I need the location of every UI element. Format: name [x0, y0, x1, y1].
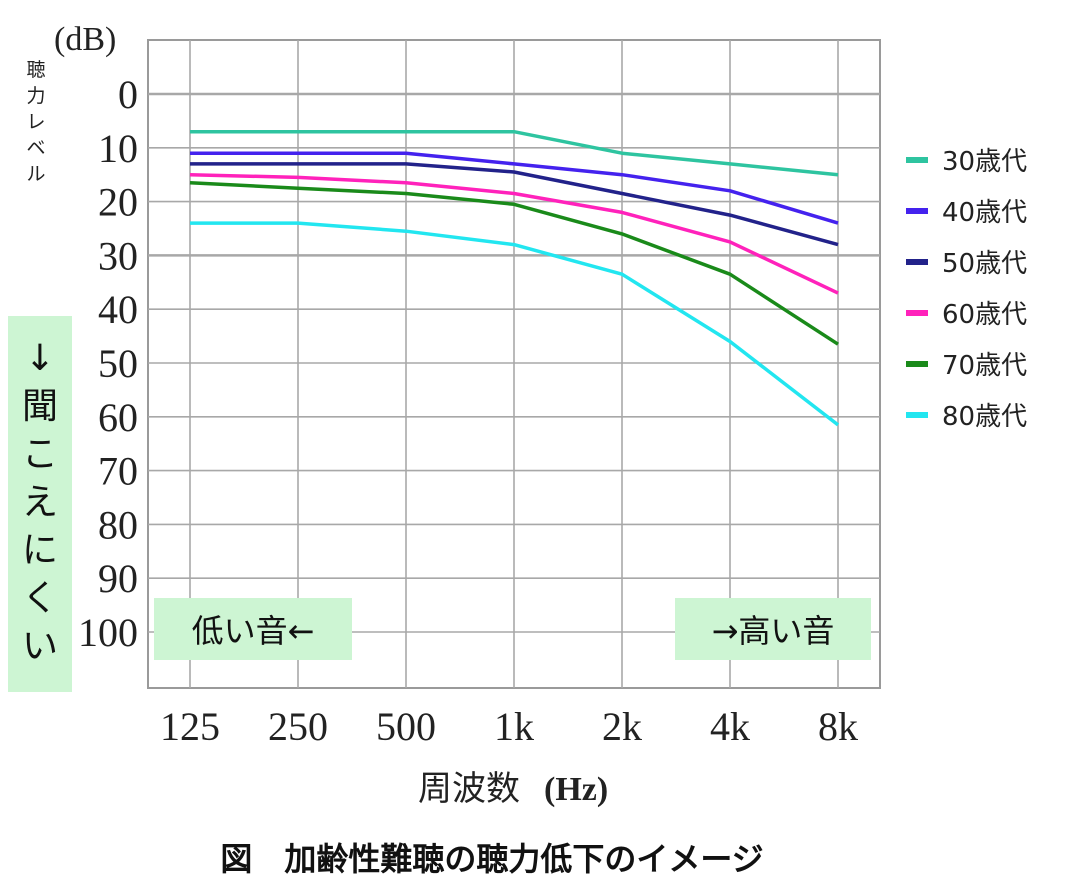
y-tick-label: 0 — [118, 72, 138, 117]
series-line — [190, 151, 839, 225]
side-annotation-char: こ — [22, 434, 58, 475]
series-line — [190, 162, 839, 247]
y-tick-label: 100 — [78, 610, 138, 655]
side-annotation-char: く — [22, 578, 58, 619]
x-axis-title: 周波数 — [418, 769, 520, 809]
series-line — [189, 172, 839, 295]
y-axis-title-char: 力 — [26, 85, 45, 107]
x-axis-label: 周波数 (Hz) — [418, 769, 608, 809]
high-hint-bg — [675, 598, 871, 660]
y-tick-label: 60 — [98, 395, 138, 440]
y-tick-label: 70 — [98, 449, 138, 494]
side-annotation-char: に — [22, 530, 58, 571]
legend-label: 70歳代 — [942, 351, 1027, 381]
x-axis-unit: (Hz) — [544, 771, 608, 808]
side-annotation-char: え — [22, 482, 58, 523]
side-annotation-char: い — [22, 626, 58, 667]
y-tick-label: 10 — [98, 126, 138, 171]
legend-label: 80歳代 — [942, 402, 1027, 432]
side-annotation-bg — [8, 316, 72, 692]
legend-label: 30歳代 — [942, 147, 1027, 177]
y-axis-title-char: 聴 — [26, 59, 45, 81]
figure-caption: 図 加齢性難聴の聴力低下のイメージ — [220, 840, 763, 878]
y-tick-label: 90 — [98, 556, 138, 601]
x-tick-label: 4k — [710, 704, 750, 749]
x-tick-labels: 125 250 500 1k 2k 4k 8k — [160, 704, 858, 749]
y-axis-title-char: ル — [26, 163, 45, 185]
series-line — [189, 181, 839, 346]
legend: 30歳代 40歳代 50歳代 60歳代 70歳代 80歳代 — [906, 147, 1027, 432]
grid — [147, 39, 881, 689]
x-tick-label: 125 — [160, 704, 220, 749]
y-axis-unit: (dB) — [54, 21, 116, 58]
x-tick-label: 2k — [602, 704, 642, 749]
x-tick-label: 1k — [494, 704, 534, 749]
y-axis-title-char: ベ — [26, 137, 45, 159]
y-tick-label: 20 — [98, 180, 138, 225]
x-tick-label: 500 — [376, 704, 436, 749]
x-tick-label: 250 — [268, 704, 328, 749]
series-line — [190, 129, 839, 177]
series-lines — [189, 129, 840, 427]
low-hint-bg — [154, 598, 352, 660]
y-tick-label: 80 — [98, 502, 138, 547]
y-axis-title-char: レ — [26, 111, 45, 133]
y-tick-label: 40 — [98, 287, 138, 332]
high-sound-hint: →高い音 — [712, 612, 835, 650]
series-line — [190, 221, 840, 427]
legend-label: 50歳代 — [942, 249, 1027, 279]
y-tick-label: 50 — [98, 341, 138, 386]
y-tick-labels: 0 10 20 30 40 50 60 70 80 90 100 — [78, 72, 138, 655]
side-annotation-char: ↓ — [25, 338, 55, 379]
side-annotation-char: 聞 — [22, 386, 58, 427]
x-tick-label: 8k — [818, 704, 858, 749]
legend-label: 40歳代 — [942, 198, 1027, 228]
y-tick-label: 30 — [98, 233, 138, 278]
legend-label: 60歳代 — [942, 300, 1027, 330]
low-sound-hint: 低い音← — [192, 612, 315, 650]
